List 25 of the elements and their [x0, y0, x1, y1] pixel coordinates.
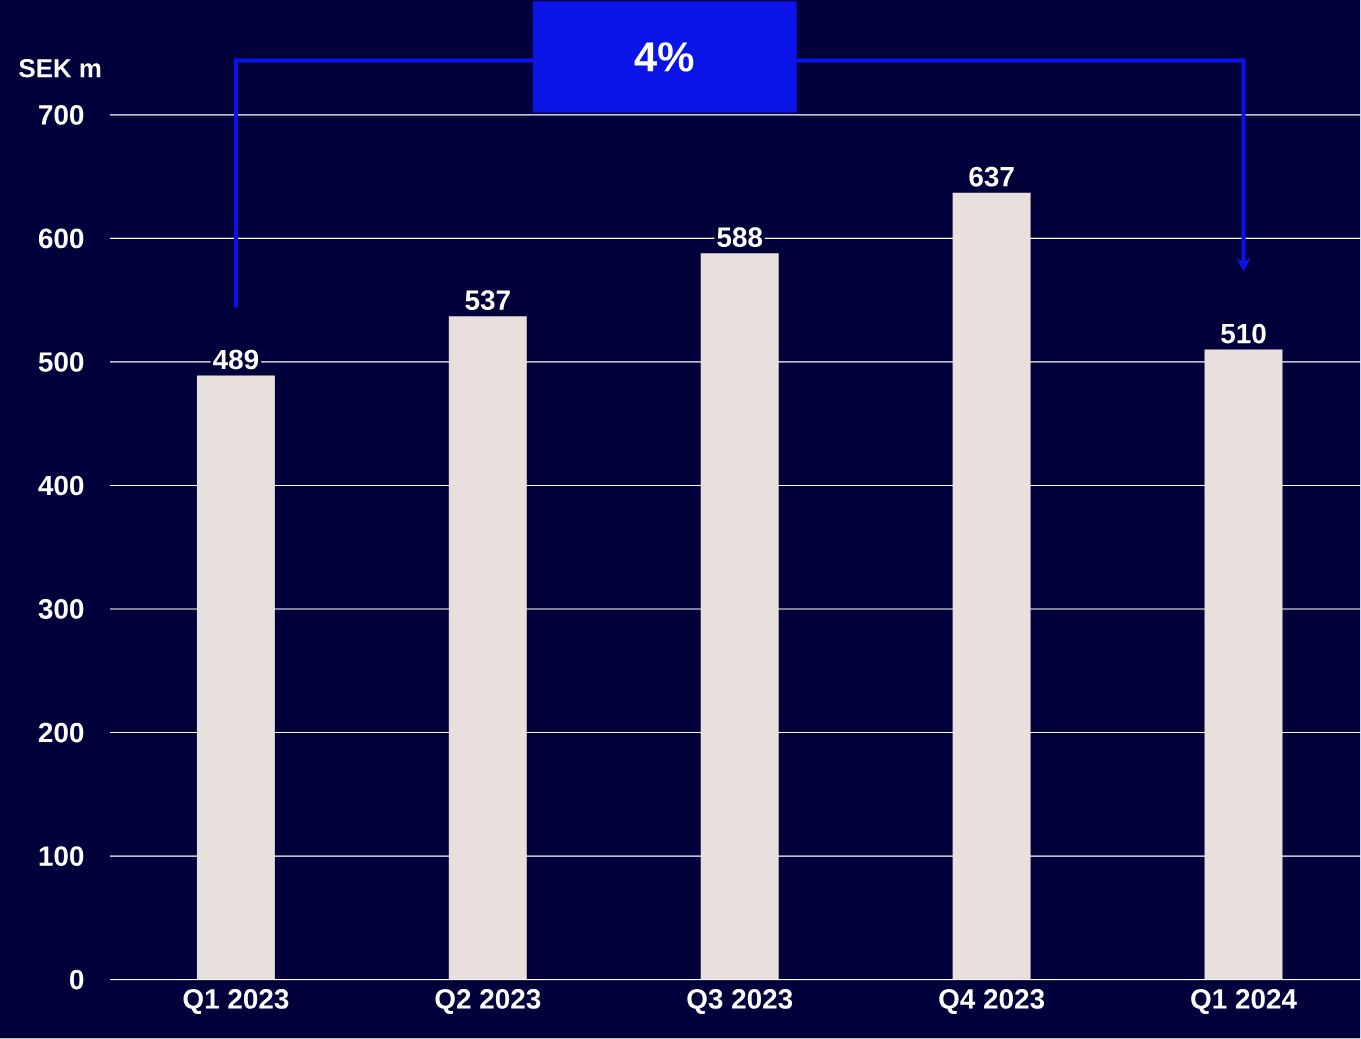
y-tick-label: 200	[38, 722, 84, 743]
data-label: 537	[465, 290, 510, 311]
x-tick-label: Q3 2023	[687, 989, 793, 1015]
y-tick-label: 300	[38, 599, 84, 620]
text: 4%	[634, 42, 694, 72]
x-tick-label: Q1 2024	[1191, 989, 1297, 1015]
y-tick-label: 600	[38, 228, 84, 249]
data-label: 489	[213, 349, 259, 370]
x-tick-label: Q1 2023	[183, 989, 289, 1015]
y-tick-label: 700	[39, 105, 84, 126]
bar	[196, 375, 275, 980]
x-tick-label: Q4 2023	[939, 989, 1045, 1015]
y-tick-label: 400	[38, 475, 84, 496]
y-tick-label: 0	[70, 969, 84, 990]
data-label: 588	[717, 227, 763, 248]
y-axis-title: SEK m	[19, 59, 101, 78]
bar	[952, 192, 1031, 980]
data-label: 637	[969, 167, 1014, 187]
x-tick-label: Q2 2023	[435, 989, 541, 1015]
bar	[700, 253, 779, 980]
y-tick-label: 100	[39, 846, 84, 867]
y-tick-label: 500	[38, 352, 84, 373]
data-label: 510	[1221, 323, 1266, 344]
bar	[1204, 349, 1283, 980]
bar	[448, 316, 527, 980]
